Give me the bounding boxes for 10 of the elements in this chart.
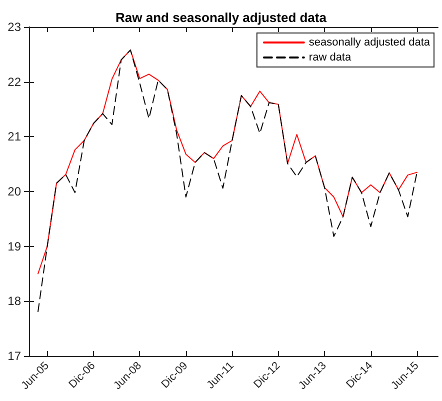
y-tick-label: 20	[8, 184, 22, 198]
y-tick-label: 17	[8, 349, 22, 363]
y-tick-label: 22	[8, 74, 22, 89]
chart-title: Raw and seasonally adjusted data	[116, 10, 328, 25]
legend-label: seasonally adjusted data	[308, 36, 431, 48]
legend-label: raw data	[308, 52, 352, 64]
y-tick-label: 19	[8, 239, 22, 254]
y-tick-label: 21	[8, 130, 22, 144]
y-tick-label: 18	[8, 294, 22, 308]
y-tick-label: 23	[8, 20, 22, 34]
